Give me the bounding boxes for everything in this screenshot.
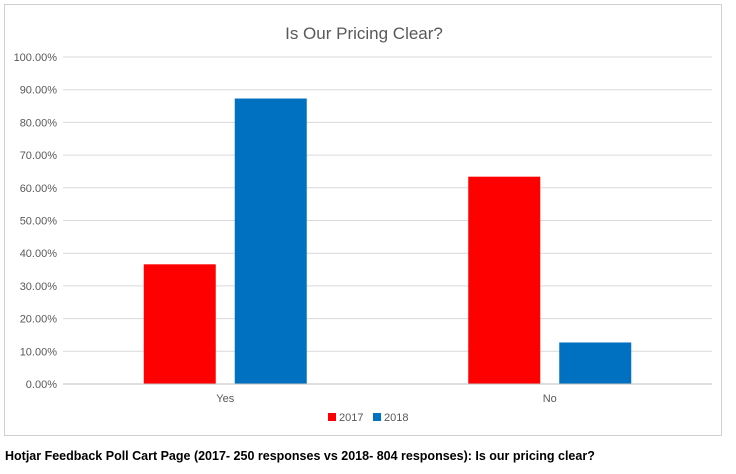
y-tick-label: 30.00% xyxy=(20,281,58,293)
bar-2018-no xyxy=(559,342,632,384)
bar-2018-yes xyxy=(234,98,307,385)
y-axis-ticks: 0.00% 10.00% 20.00% 30.00% 40.00% 50.00% 60.00… xyxy=(14,52,58,391)
bar-2017-no xyxy=(468,176,541,384)
bars xyxy=(143,98,632,385)
y-tick-label: 50.00% xyxy=(20,216,58,228)
legend: 2017 2018 xyxy=(328,412,408,424)
chart-title: Is Our Pricing Clear? xyxy=(285,24,443,43)
chart-frame: Is Our Pricing Clear? 0.00% 10.00% 20.00% 3… xyxy=(4,4,722,436)
x-category-label: No xyxy=(543,393,557,405)
figure-caption: Hotjar Feedback Poll Cart Page (2017- 25… xyxy=(5,449,595,463)
x-axis-categories: Yes No xyxy=(216,393,557,405)
y-tick-label: 90.00% xyxy=(20,85,58,97)
legend-label-2017: 2017 xyxy=(339,412,363,424)
legend-swatch-2017 xyxy=(328,413,336,421)
y-tick-label: 70.00% xyxy=(20,150,58,162)
y-tick-label: 80.00% xyxy=(20,117,58,129)
y-tick-label: 0.00% xyxy=(26,379,57,391)
bar-chart: Is Our Pricing Clear? 0.00% 10.00% 20.00% 3… xyxy=(14,24,712,424)
x-category-label: Yes xyxy=(216,393,234,405)
legend-label-2018: 2018 xyxy=(384,412,408,424)
bar-2017-yes xyxy=(143,264,216,384)
y-tick-label: 10.00% xyxy=(20,346,58,358)
y-tick-label: 60.00% xyxy=(20,183,58,195)
y-tick-label: 20.00% xyxy=(20,314,58,326)
legend-swatch-2018 xyxy=(373,413,381,421)
y-tick-label: 100.00% xyxy=(14,52,58,64)
y-tick-label: 40.00% xyxy=(20,248,58,260)
